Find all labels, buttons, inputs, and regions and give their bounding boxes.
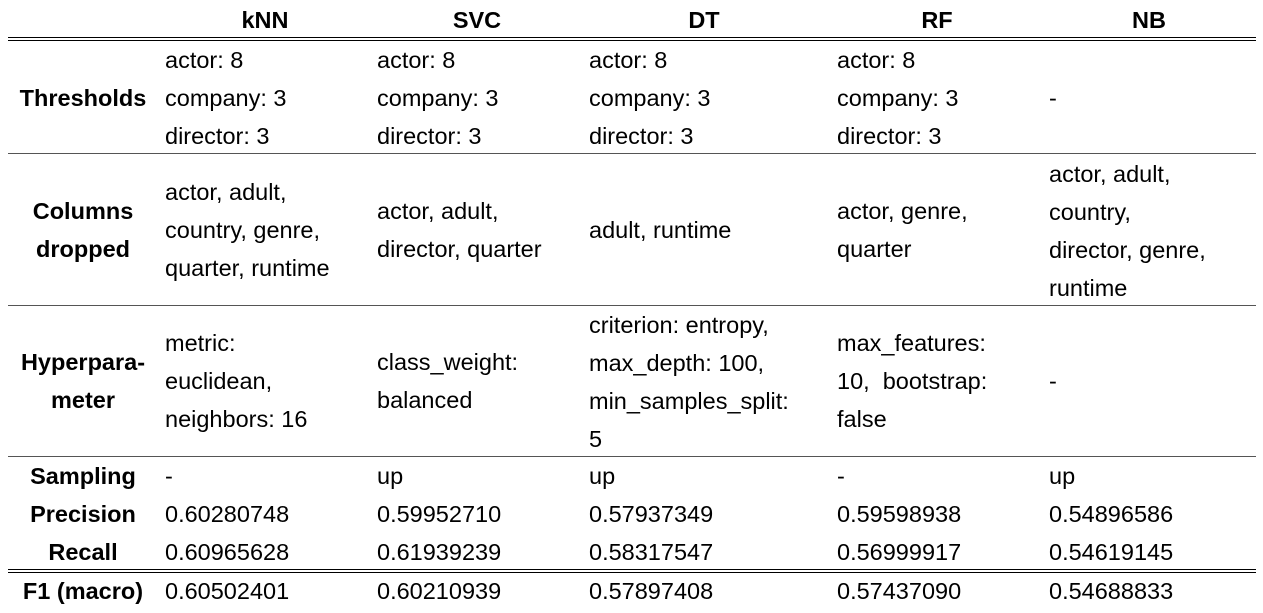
table-cell: up [589,463,616,489]
table-cell: actor: 8 company: 3 director: 3 [165,47,287,149]
table-cell: - [1049,85,1057,111]
row-label-recall: Recall [48,539,118,565]
table-cell: adult, runtime [589,217,732,243]
row-label-precision: Precision [30,501,136,527]
table-cell: 0.61939239 [377,539,502,565]
table-cell: 0.60502401 [165,578,290,604]
table-cell: 0.59952710 [377,501,502,527]
table-cell: - [837,463,845,489]
row-divider [8,153,1256,154]
table-cell: 0.54619145 [1049,539,1174,565]
table-cell: 0.58317547 [589,539,714,565]
table-cell: 0.57897408 [589,578,714,604]
table-cell: metric: euclidean, neighbors: 16 [165,330,308,432]
row-label-hyperparameter: Hyperpara- meter [20,349,146,413]
row-label-columns-dropped: Columns dropped [32,198,134,262]
row-label-sampling: Sampling [30,463,136,489]
total-rule [8,569,1256,573]
table-cell: actor: 8 company: 3 director: 3 [837,47,959,149]
column-header-dt: DT [688,7,720,33]
row-divider [8,305,1256,306]
table-cell: criterion: entropy, max_depth: 100, min_… [589,312,789,452]
table-cell: actor, adult, director, quarter [377,198,542,262]
table-cell: up [377,463,404,489]
table-cell: actor: 8 company: 3 director: 3 [589,47,711,149]
table-cell: 0.60210939 [377,578,502,604]
table-cell: up [1049,463,1076,489]
table-cell: - [1049,368,1057,394]
table-cell: 0.57937349 [589,501,714,527]
table-cell: 0.57437090 [837,578,962,604]
row-label-f1-macro: F1 (macro) [22,578,144,604]
column-header-knn: kNN [241,7,289,33]
table-cell: 0.56999917 [837,539,962,565]
column-header-svc: SVC [452,7,502,33]
table-cell: actor, adult, country, genre, quarter, r… [165,179,330,281]
table-cell: 0.60280748 [165,501,290,527]
table-cell: class_weight: balanced [377,349,519,413]
column-header-rf: RF [921,7,953,33]
table-cell: actor: 8 company: 3 director: 3 [377,47,499,149]
table-cell: 0.59598938 [837,501,962,527]
table-cell: 0.60965628 [165,539,290,565]
row-divider [8,456,1256,457]
header-rule [8,37,1256,41]
table-cell: 0.54896586 [1049,501,1174,527]
row-label-thresholds: Thresholds [19,85,147,111]
column-header-nb: NB [1132,7,1166,33]
table-cell: 0.54688833 [1049,578,1174,604]
table-cell: actor, adult, country, director, genre, … [1049,161,1206,301]
table-cell: max_features: 10, bootstrap: false [837,330,988,432]
table-cell: actor, genre, quarter [837,198,968,262]
table-cell: - [165,463,173,489]
